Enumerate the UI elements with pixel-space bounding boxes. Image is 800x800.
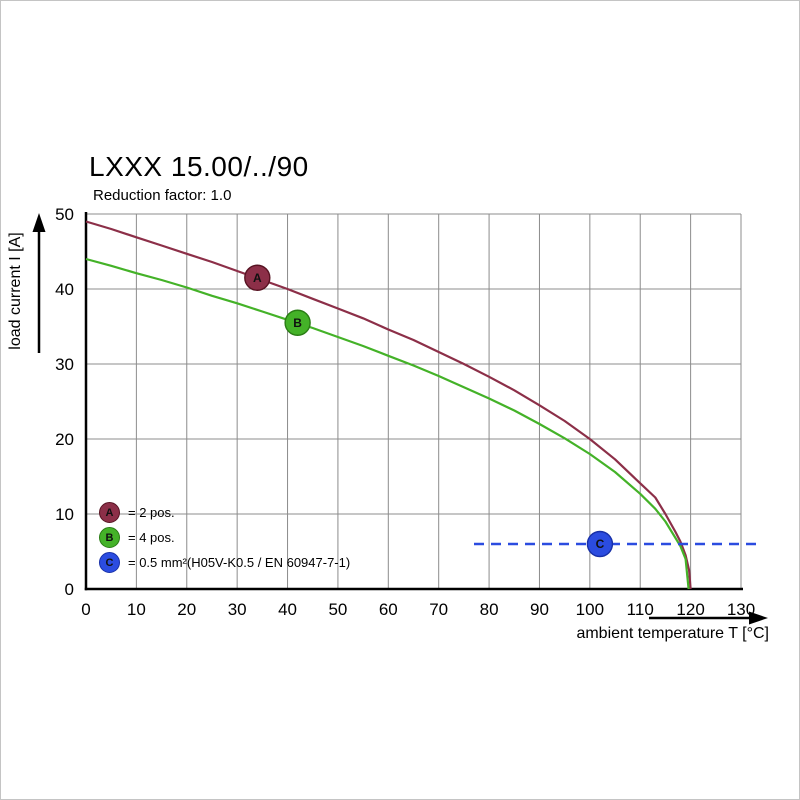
legend-letter-b: B	[105, 531, 114, 544]
x-tick-label: 50	[328, 600, 347, 619]
legend-label-c: = 0.5 mm²(H05V-K0.5 / EN 60947-7-1)	[128, 555, 351, 570]
x-axis-label: ambient temperature T [°C]	[576, 625, 769, 642]
legend-item-b: B = 4 pos.	[99, 527, 350, 548]
legend-letter-c: C	[105, 556, 114, 569]
series-b-marker-letter: B	[293, 316, 302, 330]
x-tick-label: 20	[177, 600, 196, 619]
y-tick-label: 30	[55, 355, 74, 374]
series-a-marker	[244, 264, 271, 291]
x-tick-label: 70	[429, 600, 448, 619]
y-axis-arrow-head-icon	[32, 213, 46, 232]
y-tick-label: 0	[65, 580, 74, 599]
legend-marker-b-icon: B	[99, 527, 120, 548]
x-tick-label: 110	[627, 600, 654, 619]
series-a-marker-letter: A	[253, 271, 262, 285]
x-tick-label: 30	[228, 600, 247, 619]
legend-label-a: = 2 pos.	[128, 505, 175, 520]
series-a-curve	[85, 220, 692, 590]
x-tick-label: 10	[127, 600, 146, 619]
x-axis-arrow-head-icon	[749, 611, 768, 625]
legend-item-a: A = 2 pos.	[99, 502, 350, 523]
x-tick-label: 0	[81, 600, 90, 619]
series-c-marker-letter: C	[596, 537, 605, 551]
legend: A = 2 pos. B = 4 pos. C = 0.5 mm²(H05V-K…	[99, 502, 350, 577]
legend-marker-c-icon: C	[99, 552, 120, 573]
legend-item-c: C = 0.5 mm²(H05V-K0.5 / EN 60947-7-1)	[99, 552, 350, 573]
x-tick-label: 60	[379, 600, 398, 619]
x-tick-label: 130	[727, 600, 755, 619]
legend-label-b: = 4 pos.	[128, 530, 175, 545]
y-tick-label: 40	[55, 280, 74, 299]
series-b-marker	[284, 309, 311, 336]
x-tick-label: 80	[480, 600, 499, 619]
series-c-marker	[586, 530, 614, 558]
x-tick-label: 40	[278, 600, 297, 619]
x-tick-label: 120	[676, 600, 704, 619]
chart-title: LXXX 15.00/../90	[89, 151, 309, 182]
y-tick-label: 50	[55, 205, 74, 224]
series-b-curve	[85, 257, 690, 590]
x-tick-label: 90	[530, 600, 549, 619]
legend-letter-a: A	[105, 506, 114, 519]
chart-subtitle: Reduction factor: 1.0	[93, 187, 232, 204]
y-tick-label: 20	[55, 430, 74, 449]
x-tick-label: 100	[576, 600, 604, 619]
y-tick-label: 10	[55, 505, 74, 524]
legend-marker-a-icon: A	[99, 502, 120, 523]
